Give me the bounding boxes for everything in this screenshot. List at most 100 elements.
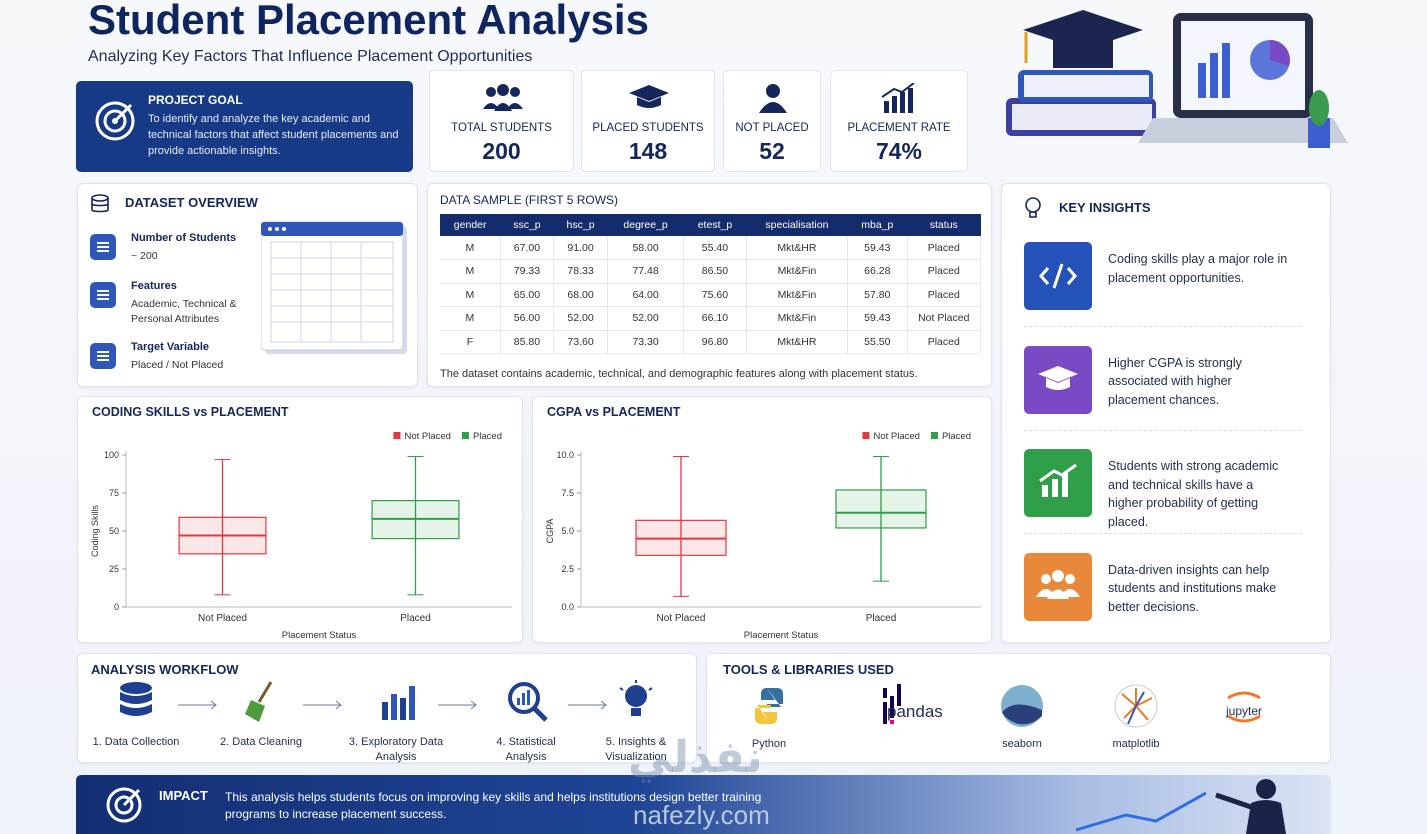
icon-shape: [382, 702, 388, 720]
divider: [1024, 533, 1302, 534]
y-tick-label: 75: [109, 488, 119, 498]
decoration: [1309, 90, 1329, 126]
icon-shape: [97, 246, 109, 248]
column-header: mba_p: [847, 214, 908, 236]
column-header: etest_p: [683, 214, 747, 236]
icon-shape: [210, 700, 217, 710]
decoration: [1222, 43, 1230, 98]
watermark-url: nafezly.com: [633, 800, 770, 830]
decoration: [1029, 211, 1037, 218]
icon-shape: [409, 686, 415, 720]
icon-shape: [97, 294, 109, 296]
x-axis-label: Placement Status: [744, 630, 819, 641]
dataset-overview-card: DATASET OVERVIEW Number of Students ~ 200…: [77, 183, 418, 387]
column-header: hsc_p: [553, 214, 608, 236]
chart: CGPA vs PLACEMENT 0.0 2.5 5.0 7.5 10.0 CGPA Pla…: [545, 405, 981, 641]
chart-card: CODING SKILLS vs PLACEMENT 0 25 50 75 100 Codi…: [77, 396, 523, 643]
icon-shape: [1042, 485, 1048, 497]
divider: [1024, 429, 1302, 431]
table-cell: Mkt&Fin: [746, 306, 849, 331]
table-cell: F: [440, 330, 501, 354]
arrow: [438, 700, 477, 710]
decoration: [103, 109, 127, 133]
impact-title: IMPACT: [159, 788, 208, 803]
tool-label: Python: [751, 738, 787, 750]
icon: [482, 84, 523, 111]
table-row: M 79.33 78.33 77.48 86.50 Mkt&Fin 66.28 Placed: [440, 259, 982, 284]
icon-shape: [1127, 691, 1145, 725]
stat-card: PLACED STUDENTS 148: [581, 70, 715, 172]
icon-shape: [890, 720, 894, 724]
icon-shape: [1039, 463, 1077, 483]
decoration: [1215, 792, 1252, 810]
icon-shape: [1002, 704, 1042, 725]
table-cell: 66.10: [683, 306, 747, 331]
decoration: [1024, 75, 1149, 97]
table-cell: Mkt&Fin: [746, 283, 849, 307]
legend-swatch: [930, 432, 938, 439]
icon-shape: [97, 298, 109, 300]
icon-shape: [881, 83, 915, 98]
project-goal-title: PROJECT GOAL: [148, 93, 243, 107]
x-tick-label: Not Placed: [657, 613, 706, 624]
icon-shape: [97, 242, 109, 244]
icon-shape: [400, 698, 406, 720]
table-cell: 66.28: [847, 259, 908, 284]
decoration: [91, 198, 109, 213]
icon-shape: [600, 700, 607, 710]
icon-shape: [97, 355, 109, 357]
x-tick-label: Placed: [400, 613, 431, 624]
icon-shape: [482, 103, 523, 111]
stat-card: NOT PLACED 52: [723, 70, 821, 172]
column-header: status: [907, 214, 981, 236]
decoration: [1270, 40, 1290, 66]
table-cell: M: [440, 283, 501, 307]
icon-shape: [509, 87, 520, 97]
item-icon: [90, 343, 116, 369]
column-header: specialisation: [746, 214, 848, 236]
decoration: [106, 787, 142, 823]
icon-shape: [97, 290, 109, 292]
impact-text: This analysis helps students focus on im…: [225, 790, 762, 821]
icon-shape: [1039, 263, 1077, 289]
icon-shape: [496, 84, 509, 96]
y-tick-label: 7.5: [561, 488, 574, 498]
step-label: 4. Statistical Analysis: [496, 736, 556, 763]
tool-label: matplotlib: [1112, 738, 1160, 750]
tool-logo: [755, 688, 783, 724]
table-cell: 56.00: [500, 306, 555, 331]
table-cell: 73.60: [553, 330, 609, 354]
x-tick-label: Placed: [866, 613, 897, 624]
arrow: [568, 700, 607, 710]
icon-shape: [883, 702, 887, 724]
section-title: DATASET OVERVIEW: [125, 195, 258, 210]
y-tick-label: 25: [109, 564, 119, 574]
table-cell: M: [440, 306, 501, 331]
stat-value: 74%: [875, 138, 923, 164]
column-header: ssc_p: [500, 214, 554, 236]
legend-label: Not Placed: [404, 431, 450, 442]
x-tick-label: Not Placed: [198, 613, 247, 624]
table-cell: Placed: [907, 259, 982, 284]
target-icon: [95, 101, 135, 141]
watermark-arabic: نفذلي: [628, 733, 763, 782]
section-title: TOOLS & LIBRARIES USED: [723, 662, 894, 677]
icon-shape: [755, 705, 777, 724]
item-icon: [90, 234, 116, 260]
table-cell: 86.50: [683, 259, 747, 284]
project-goal-text: To identify and analyze the key academic…: [148, 113, 399, 157]
icon-shape: [97, 351, 109, 353]
tool-label: pandas: [887, 702, 943, 721]
icon-shape: [522, 693, 525, 705]
x-axis-label: Placement Status: [282, 630, 357, 641]
table-cell: 65.00: [500, 283, 555, 307]
chart-card: CGPA vs PLACEMENT 0.0 2.5 5.0 7.5 10.0 CGPA Pla…: [532, 396, 992, 643]
decoration: [1210, 53, 1218, 98]
table-cell: 91.00: [553, 236, 609, 260]
column-header: degree_p: [607, 214, 684, 236]
icon-shape: [637, 97, 661, 108]
decoration: [1198, 63, 1206, 98]
table-row: M 65.00 68.00 64.00 75.60 Mkt&Fin 57.80 Placed: [440, 283, 982, 307]
page-subtitle: Analyzing Key Factors That Influence Pla…: [88, 48, 533, 65]
table-cell: 75.60: [683, 283, 747, 307]
